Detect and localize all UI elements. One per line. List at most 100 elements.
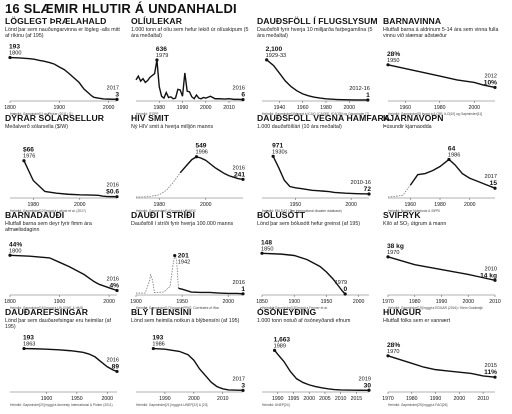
point-year-label: 1979: [335, 280, 347, 286]
series-line-dashed: [135, 172, 181, 198]
data-point: [271, 154, 275, 158]
chart-title: KJARNAVOPN: [383, 113, 444, 123]
x-tick-label: 1950: [321, 299, 333, 305]
point-year-label: 1800: [9, 51, 21, 57]
source-note: Heimild: UNEP[24]: [262, 403, 290, 407]
source-note: Heimild: Gapminder[25] byggt á FAO[26]: [388, 403, 447, 407]
data-point: [367, 388, 371, 392]
source-note: Heimild: Gapminder[17] byggt á PRIO, Cor…: [136, 306, 220, 310]
series-line: [387, 64, 496, 89]
point-value-label: 148: [261, 239, 272, 246]
x-tick-label: 2010: [477, 396, 489, 402]
x-tick-label: 2000: [464, 202, 476, 208]
point-year-label: 2019: [359, 376, 371, 382]
x-tick-label: 1980: [153, 105, 165, 111]
x-tick-label: 1950: [290, 202, 302, 208]
chart-panel: KJARNAVOPN Þúsundir kjarnaodda 1960 1980 200…: [383, 113, 505, 213]
x-tick-label: 2010: [223, 105, 235, 111]
chart-title: LÖGLEGT ÞRÆLAHALD: [5, 16, 107, 26]
point-year-label: 2012-16: [349, 86, 370, 92]
point-year-label: 2016: [233, 165, 245, 171]
x-tick-label: 1960: [405, 202, 417, 208]
source-note: Heimild: Gapminder[18] byggt á Fenner et…: [262, 306, 328, 310]
x-tick-label: 1900: [54, 299, 66, 305]
x-tick-label: 2010: [217, 396, 229, 402]
series-line: [409, 158, 496, 189]
x-tick-label: 1960: [297, 105, 309, 111]
x-tick-label: 1970: [382, 299, 394, 305]
x-tick-label: 1900: [41, 396, 53, 402]
x-tick-label: 2000: [469, 105, 481, 111]
source-note: Heimild: Gapminder[14] byggt á UNAIDS: [136, 209, 197, 213]
chart-panel: BARNAVINNA Hlutfall barna á aldrinum 5-14…: [383, 16, 505, 116]
data-point: [493, 186, 497, 190]
point-value-label: 44%: [9, 241, 22, 248]
x-tick-label: 1970: [382, 396, 394, 402]
point-value-label: $0.6: [106, 189, 119, 196]
point-year-label: 2016: [107, 357, 119, 363]
chart-subtitle: 1.000 dauðsföll/ári (10 ára meðaltal): [257, 124, 342, 130]
chart-subtitle: Þúsundir kjarnaodda: [383, 124, 432, 130]
x-tick-label: 1800: [4, 299, 16, 305]
x-tick-label: 2000: [74, 202, 86, 208]
data-point: [386, 255, 390, 259]
chart-panel: BÓLUSÓTT Lönd þar sem bólusótt hefur grei…: [256, 210, 379, 310]
chart-subtitle: Kíló af SO₂ útgrum á mann: [383, 221, 447, 227]
series-line: [387, 256, 496, 281]
data-point: [493, 278, 497, 282]
x-tick-label: 1900: [288, 299, 300, 305]
point-value-label: 201: [178, 253, 189, 260]
x-tick-label: 1850: [256, 299, 268, 305]
chart-subtitle: Dauðsföll fyrir hverja 10 milljarða farþ…: [257, 27, 373, 39]
chart-subtitle: Lönd sem heimila notkun á blýbensíni (af…: [131, 318, 240, 324]
point-year-label: 1970: [387, 349, 399, 355]
point-value-label: 4%: [109, 282, 119, 289]
point-value-label: 0: [343, 286, 347, 293]
point-value-label: 28%: [387, 342, 400, 349]
chart-subtitle: Lönd þar sem nauðungarvinna er lögleg -a…: [5, 27, 120, 39]
chart-panel: OLÍULEKAR 1.000 tonn af olíu sem hefur le…: [131, 16, 253, 116]
data-point: [241, 177, 245, 181]
point-value-label: 28%: [387, 51, 400, 58]
chart-subtitle: Hlutfall barna sem deyr fyrir fimm ára a…: [5, 221, 92, 233]
series-line: [266, 59, 368, 101]
data-point: [343, 292, 347, 296]
chart-subtitle: Dauðsföll í stríði fyrir hverja 100.000 …: [131, 221, 234, 227]
series-line: [9, 56, 118, 101]
data-point: [493, 375, 497, 379]
x-tick-label: 2000: [200, 105, 212, 111]
point-year-label: 1986: [448, 152, 460, 158]
x-tick-label: 1800: [4, 105, 16, 111]
point-year-label: 2015: [485, 363, 497, 369]
chart-subtitle: 1.000 tonn af olíu sem hefur lekið úr ol…: [131, 27, 249, 39]
point-year-label: 1996: [195, 150, 207, 156]
chart-subtitle: 1.000 tonn notuð af ósóneyðandi efnum: [257, 318, 351, 324]
point-year-label: 1800: [9, 248, 21, 254]
point-value-label: 636: [156, 46, 167, 53]
point-year-label: 2016: [107, 276, 119, 282]
data-point: [386, 63, 390, 67]
x-tick-label: 1950: [71, 396, 83, 402]
data-point: [8, 253, 12, 257]
x-tick-label: 2000: [101, 396, 113, 402]
series-line: [23, 347, 118, 373]
x-tick-label: 1900: [54, 105, 66, 111]
x-tick-label: 2015: [351, 396, 363, 402]
x-tick-label: 1980: [409, 299, 421, 305]
point-value-label: 971: [272, 142, 283, 149]
chart-panel: DAUÐSFÖLL Í FLUGSLYSUM Dauðsföll fyrir hv…: [257, 16, 379, 116]
x-tick-label: 2000: [303, 396, 315, 402]
point-year-label: 2017: [485, 174, 497, 180]
data-point: [115, 369, 119, 374]
x-tick-label: 1990: [272, 396, 284, 402]
data-point: [194, 155, 199, 159]
point-value-label: 193: [152, 335, 163, 342]
point-year-label: 2012: [485, 73, 497, 79]
source-note: Heimild: Gapminder[19] byggt á EDGAR (20…: [388, 306, 483, 310]
chart-title: DAUÐAREFSINGAR: [5, 307, 89, 317]
series-line-dashed: [387, 185, 411, 198]
